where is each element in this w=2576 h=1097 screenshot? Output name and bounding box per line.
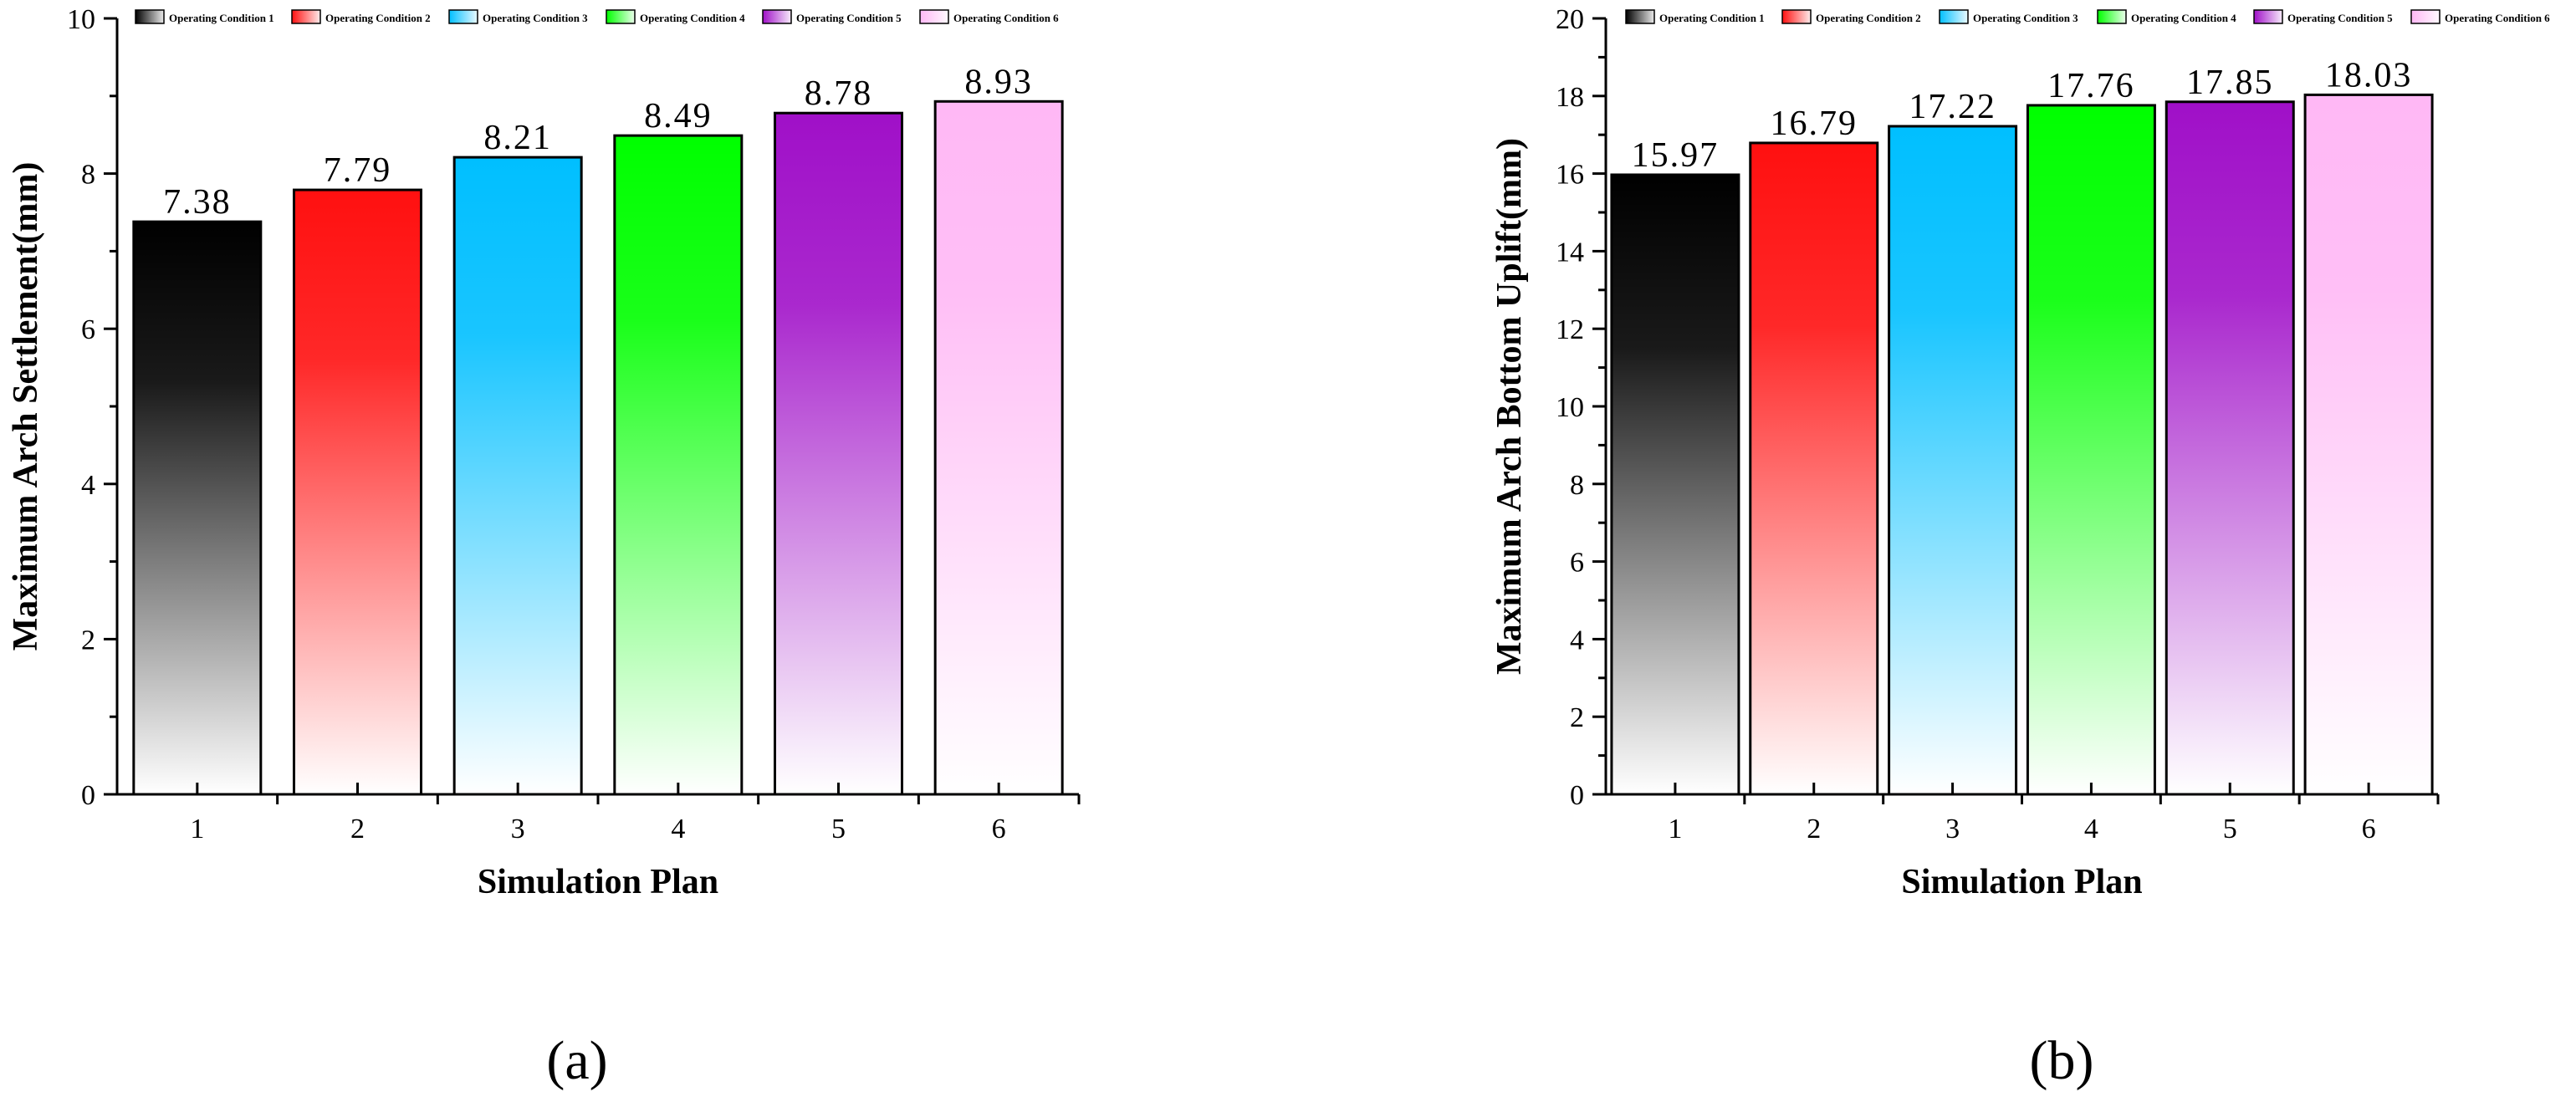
- bar-6: [933, 99, 1064, 796]
- legend-swatch-6: [919, 9, 949, 24]
- legend-entry-4: Operating Condition 4: [640, 12, 745, 24]
- legend-entry-6: Operating Condition 6: [2445, 12, 2550, 24]
- y-tick-label: 4: [81, 470, 95, 501]
- data-label-5: 8.78: [805, 74, 873, 113]
- legend-swatch-6: [2410, 9, 2441, 24]
- bar-1: [132, 220, 263, 796]
- legend-swatch-5: [2253, 9, 2283, 24]
- legend-swatch-4: [606, 9, 636, 24]
- data-label-4: 8.49: [644, 97, 713, 135]
- legend: Operating Condition 1 Operating Condition…: [135, 9, 1059, 24]
- x-tick-label: 2: [1807, 814, 1821, 844]
- data-label-1: 7.38: [163, 183, 232, 222]
- x-axis-title: Simulation Plan: [1901, 863, 2142, 901]
- x-tick-label: 5: [831, 814, 846, 844]
- y-tick-label: 4: [1570, 625, 1584, 656]
- data-label-5: 17.85: [2186, 64, 2274, 102]
- y-tick-label: 20: [1556, 4, 1584, 35]
- data-label-1: 15.97: [1632, 136, 1720, 175]
- bar-5: [774, 111, 903, 796]
- y-tick-label: 2: [1570, 702, 1584, 733]
- panel-label: (a): [546, 1030, 607, 1091]
- x-tick-label: 2: [350, 814, 365, 844]
- bar-5: [2165, 100, 2295, 796]
- legend-entry-2: Operating Condition 2: [325, 12, 431, 24]
- y-tick-label: 8: [81, 160, 95, 191]
- y-tick-label: 6: [81, 314, 95, 345]
- x-tick-label: 4: [2084, 814, 2098, 844]
- legend-swatch-3: [1939, 9, 1969, 24]
- data-label-4: 17.76: [2047, 67, 2135, 105]
- x-tick-label: 6: [992, 814, 1006, 844]
- legend-entry-5: Operating Condition 5: [796, 12, 902, 24]
- y-tick-label: 18: [1556, 82, 1584, 113]
- data-label-3: 8.21: [483, 119, 552, 157]
- x-tick-label: 5: [2223, 814, 2237, 844]
- panel-label: (b): [2030, 1030, 2094, 1091]
- legend-entry-3: Operating Condition 3: [483, 12, 588, 24]
- bar-3: [452, 156, 583, 796]
- y-tick-label: 2: [81, 625, 95, 656]
- y-tick-label: 14: [1556, 237, 1584, 268]
- legend-entry-4: Operating Condition 4: [2131, 12, 2236, 24]
- y-axis-title: Maximum Arch Settlement(mm): [7, 162, 45, 651]
- x-tick-label: 3: [511, 814, 525, 844]
- legend-entry-5: Operating Condition 5: [2287, 12, 2393, 24]
- legend-swatch-2: [1781, 9, 1812, 24]
- x-tick-label: 4: [671, 814, 685, 844]
- y-tick-label: 0: [81, 780, 95, 811]
- legend-entry-6: Operating Condition 6: [953, 12, 1059, 24]
- y-tick-label: 0: [1570, 780, 1584, 811]
- data-label-6: 18.03: [2325, 56, 2413, 94]
- x-tick-label: 6: [2362, 814, 2376, 844]
- x-tick-label: 3: [1945, 814, 1960, 844]
- bar-4: [2026, 104, 2156, 796]
- legend-swatch-3: [448, 9, 478, 24]
- y-tick-label: 12: [1556, 314, 1584, 345]
- bar-4: [613, 134, 744, 796]
- legend-entry-1: Operating Condition 1: [169, 12, 274, 24]
- y-tick-label: 10: [67, 4, 95, 35]
- x-axis-title: Simulation Plan: [478, 863, 718, 901]
- legend-swatch-1: [1625, 9, 1655, 24]
- x-tick-label: 1: [190, 814, 204, 844]
- x-tick-label: 1: [1668, 814, 1682, 844]
- y-axis-title: Maximum Arch Bottom Uplift(mm): [1490, 138, 1529, 675]
- data-label-6: 8.93: [964, 63, 1033, 101]
- bar-1: [1610, 173, 1740, 796]
- legend-swatch-4: [2097, 9, 2127, 24]
- bar-6: [2303, 93, 2434, 796]
- legend-swatch-2: [291, 9, 321, 24]
- bar-2: [293, 188, 422, 796]
- data-label-2: 16.79: [1771, 105, 1858, 143]
- bar-2: [1749, 141, 1879, 796]
- y-tick-label: 16: [1556, 160, 1584, 191]
- data-label-3: 17.22: [1909, 88, 1996, 126]
- y-tick-label: 10: [1556, 392, 1584, 423]
- y-tick-label: 8: [1570, 470, 1584, 501]
- data-label-2: 7.79: [324, 151, 392, 190]
- y-tick-label: 6: [1570, 548, 1584, 579]
- legend-entry-3: Operating Condition 3: [1973, 12, 2078, 24]
- legend-entry-1: Operating Condition 1: [1659, 12, 1765, 24]
- legend-entry-2: Operating Condition 2: [1816, 12, 1921, 24]
- legend-swatch-5: [762, 9, 792, 24]
- bar-3: [1888, 125, 2018, 796]
- legend: Operating Condition 1 Operating Condition…: [1625, 9, 2550, 24]
- legend-swatch-1: [135, 9, 165, 24]
